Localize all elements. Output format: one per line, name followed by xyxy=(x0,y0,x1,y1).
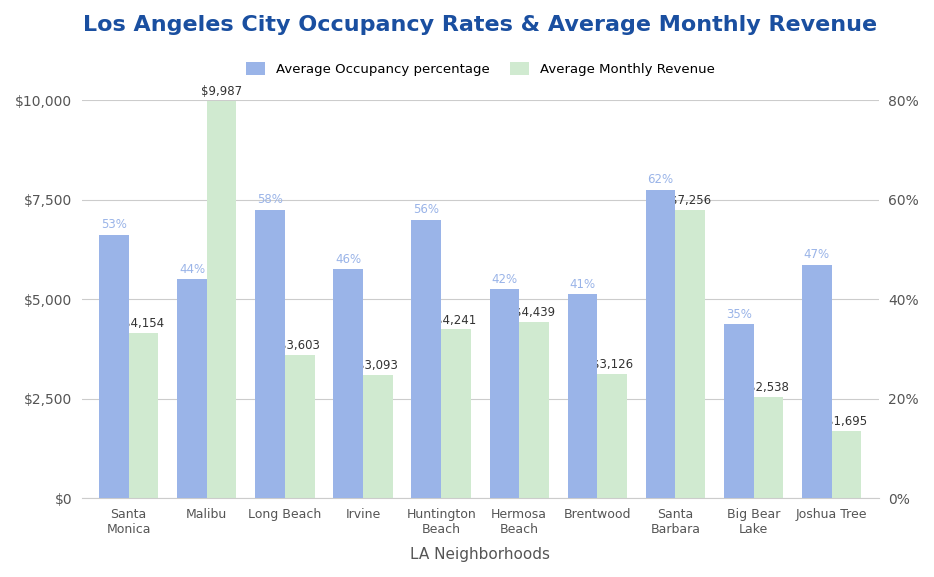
Bar xyxy=(489,289,519,498)
Text: 42%: 42% xyxy=(491,273,517,286)
Bar xyxy=(99,235,129,498)
Text: $7,256: $7,256 xyxy=(670,194,711,207)
Bar xyxy=(802,264,831,498)
Bar xyxy=(412,220,441,498)
Text: 46%: 46% xyxy=(335,253,361,266)
Text: $3,126: $3,126 xyxy=(591,358,632,371)
Bar xyxy=(441,329,471,498)
Text: $1,695: $1,695 xyxy=(826,415,867,428)
X-axis label: LA Neighborhoods: LA Neighborhoods xyxy=(410,547,550,562)
Title: Los Angeles City Occupancy Rates & Average Monthly Revenue: Los Angeles City Occupancy Rates & Avera… xyxy=(83,15,877,35)
Bar xyxy=(177,279,206,498)
Text: 47%: 47% xyxy=(804,248,830,261)
Bar xyxy=(129,333,159,498)
Text: 62%: 62% xyxy=(647,174,673,186)
Bar xyxy=(598,374,627,498)
Bar xyxy=(206,101,236,498)
Text: $4,154: $4,154 xyxy=(123,317,164,330)
Text: $4,241: $4,241 xyxy=(435,314,476,327)
Bar xyxy=(675,209,705,498)
Bar xyxy=(255,210,285,498)
Bar xyxy=(519,321,549,498)
Bar xyxy=(754,397,784,498)
Text: $3,093: $3,093 xyxy=(358,359,398,372)
Legend: Average Occupancy percentage, Average Monthly Revenue: Average Occupancy percentage, Average Mo… xyxy=(239,55,721,83)
Text: 53%: 53% xyxy=(101,218,127,231)
Text: $9,987: $9,987 xyxy=(201,85,242,98)
Text: 35%: 35% xyxy=(726,308,752,321)
Bar xyxy=(363,375,392,498)
Bar xyxy=(831,431,861,498)
Bar xyxy=(724,324,754,498)
Text: $2,538: $2,538 xyxy=(748,381,789,395)
Text: 56%: 56% xyxy=(413,203,439,216)
Text: $4,439: $4,439 xyxy=(514,306,555,319)
Bar xyxy=(568,294,598,498)
Text: 41%: 41% xyxy=(570,278,596,291)
Bar xyxy=(285,355,315,498)
Bar xyxy=(333,269,363,498)
Text: $3,603: $3,603 xyxy=(279,339,320,352)
Bar xyxy=(645,190,675,498)
Text: 44%: 44% xyxy=(179,263,205,276)
Text: 58%: 58% xyxy=(257,193,283,207)
